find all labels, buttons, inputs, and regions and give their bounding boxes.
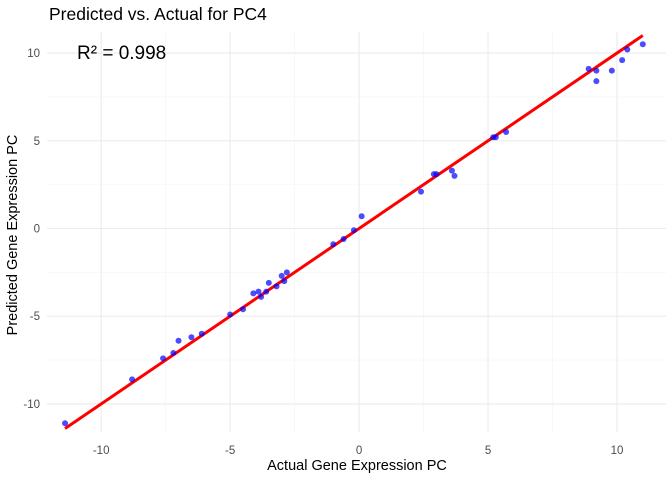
data-point — [330, 241, 337, 248]
data-point — [503, 129, 510, 135]
data-point — [273, 283, 280, 290]
data-point — [160, 355, 167, 362]
data-point — [263, 288, 270, 295]
data-point — [265, 279, 272, 286]
y-tick-label: 0 — [34, 223, 40, 235]
x-tick-label: 0 — [356, 445, 362, 457]
data-point — [492, 134, 499, 141]
data-point — [62, 420, 69, 427]
data-points — [62, 41, 646, 427]
data-point — [350, 227, 357, 234]
y-tick-label: -10 — [23, 399, 40, 411]
data-point — [283, 269, 290, 276]
data-point — [448, 167, 455, 174]
data-point — [278, 272, 285, 279]
data-point — [624, 46, 631, 53]
y-axis-title: Predicted Gene Expression PC — [5, 135, 21, 336]
data-point — [433, 171, 440, 178]
data-point — [250, 290, 257, 297]
data-point — [170, 350, 177, 357]
x-axis-title: Actual Gene Expression PC — [267, 458, 447, 474]
data-point — [175, 337, 182, 344]
data-point — [593, 78, 600, 85]
data-point — [198, 330, 205, 337]
data-point — [451, 172, 458, 179]
gridlines — [47, 32, 666, 432]
r-squared-annotation: R² = 0.998 — [77, 43, 166, 64]
chart-title: Predicted vs. Actual for PC4 — [49, 4, 267, 24]
data-point — [258, 293, 265, 300]
data-point — [619, 57, 626, 64]
y-tick-label: 5 — [34, 136, 40, 148]
x-axis-ticks: -10 -5 0 5 10 — [93, 445, 624, 457]
data-point — [227, 311, 234, 318]
data-point — [417, 188, 424, 195]
y-tick-label: 10 — [27, 48, 40, 60]
y-axis-ticks: -10 -5 0 5 10 — [23, 48, 40, 411]
data-point — [358, 213, 365, 220]
data-point — [340, 236, 347, 243]
data-point — [585, 65, 592, 72]
x-tick-label: 10 — [611, 445, 624, 457]
data-point — [639, 41, 646, 48]
data-point — [240, 306, 247, 313]
y-tick-label: -5 — [30, 311, 40, 323]
data-point — [608, 67, 615, 74]
data-point — [593, 67, 600, 74]
data-point — [281, 278, 288, 285]
x-tick-label: -10 — [93, 445, 110, 457]
data-point — [129, 376, 136, 383]
data-point — [255, 288, 262, 295]
x-tick-label: -5 — [225, 445, 235, 457]
x-tick-label: 5 — [485, 445, 491, 457]
data-point — [188, 334, 195, 341]
